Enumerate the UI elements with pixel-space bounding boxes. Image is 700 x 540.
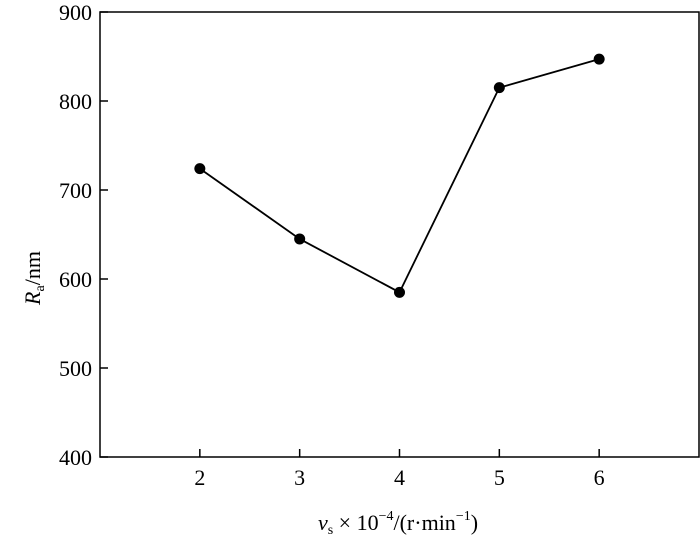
y-axis-label-main: R bbox=[20, 291, 45, 306]
data-point-3 bbox=[294, 233, 306, 245]
data-point-5 bbox=[493, 82, 505, 94]
data-point-4 bbox=[394, 286, 405, 298]
data-point-2 bbox=[194, 163, 206, 175]
x-tick-label-3: 3 bbox=[294, 465, 305, 490]
x-tick-label-4: 4 bbox=[394, 465, 405, 490]
x-axis-label-sup: −4 bbox=[379, 509, 394, 524]
x-tick-label-2: 2 bbox=[194, 465, 205, 490]
x-axis-label-sub: s bbox=[328, 523, 333, 538]
plot-frame bbox=[99, 11, 700, 458]
x-tick-label-5: 5 bbox=[494, 465, 505, 490]
y-tick-label-500: 500 bbox=[59, 356, 92, 381]
x-axis-label-main: v bbox=[318, 510, 328, 535]
axis-ticks: 2 3 4 5 6 400 500 600 700 800 900 bbox=[59, 0, 605, 490]
y-tick-label-400: 400 bbox=[59, 445, 92, 470]
plot-area-border bbox=[99, 11, 700, 458]
data-series bbox=[194, 53, 605, 298]
y-tick-label-900: 900 bbox=[59, 0, 92, 25]
series-line bbox=[199, 58, 600, 294]
x-tick-label-6: 6 bbox=[594, 465, 605, 490]
x-axis-label: vs × 10−4/(r·min−1) bbox=[318, 509, 478, 538]
y-tick-label-600: 600 bbox=[59, 267, 92, 292]
x-axis-label-tail2: ) bbox=[471, 510, 478, 535]
data-point-6 bbox=[593, 53, 605, 65]
x-axis-label-mid: × 10 bbox=[333, 510, 378, 535]
y-axis-label: Ra/nm bbox=[20, 251, 48, 306]
y-axis-label-sub: a bbox=[33, 285, 48, 292]
y-tick-label-700: 700 bbox=[59, 178, 92, 203]
y-tick-label-800: 800 bbox=[59, 89, 92, 114]
y-axis-label-tail: /nm bbox=[20, 251, 45, 285]
x-axis-label-sup2: −1 bbox=[456, 509, 471, 524]
x-axis-label-tail1: /(r·min bbox=[393, 510, 455, 535]
